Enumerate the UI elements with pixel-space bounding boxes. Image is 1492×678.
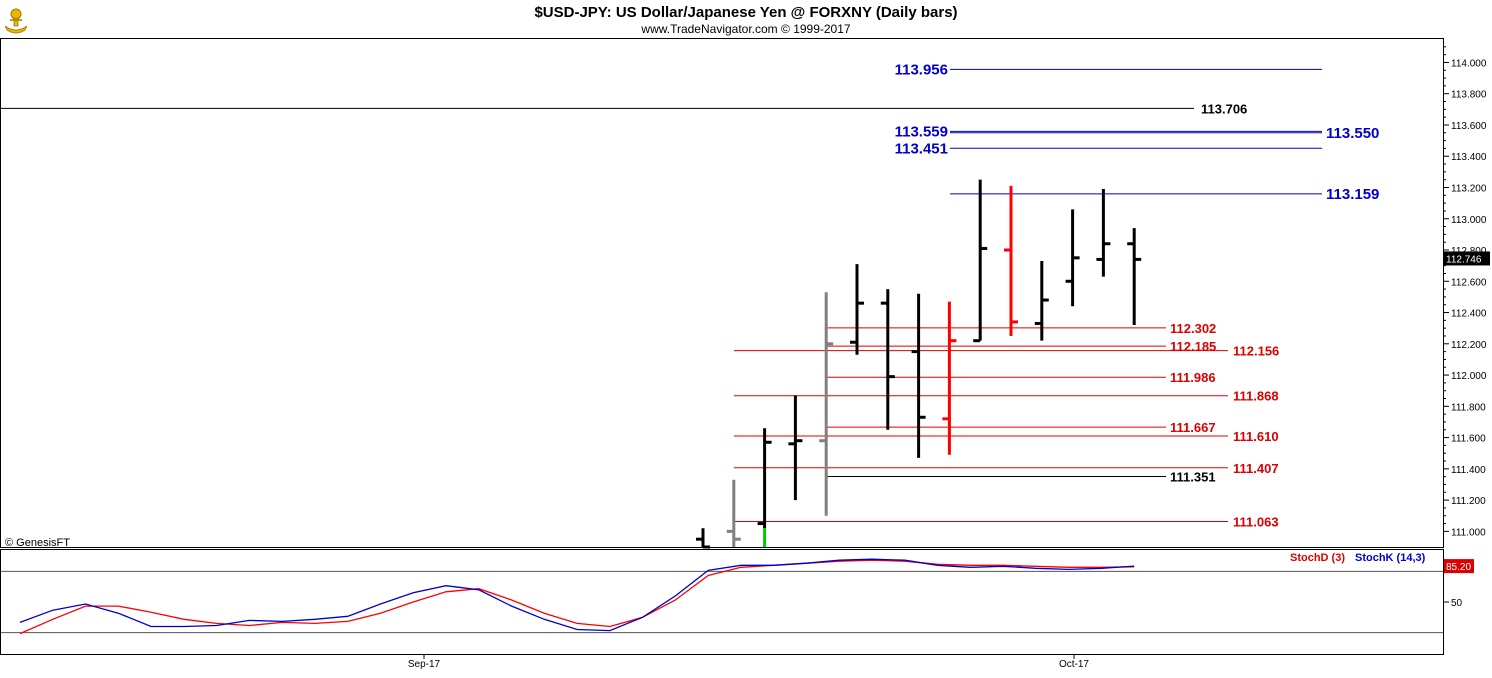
price-axis-label: 111.800 [1451, 402, 1486, 413]
price-axis-label: 113.800 [1451, 90, 1487, 101]
level-label: 112.156 [1233, 344, 1279, 359]
legend-stoch-d: StochD (3) [1290, 552, 1345, 564]
last-price-label: 112.746 [1446, 254, 1482, 265]
price-axis-label: 113.000 [1451, 215, 1487, 226]
level-label: 113.956 [895, 61, 948, 78]
price-axis: 111.000 111.200 111.400 111.600 111.800 112.0… [1443, 46, 1490, 538]
price-axis-label: 112.600 [1451, 277, 1487, 288]
price-panel [0, 38, 1444, 548]
price-axis-label: 111.000 [1451, 527, 1486, 538]
date-axis-label: Sep-17 [408, 659, 441, 670]
price-axis-label: 112.400 [1451, 309, 1487, 320]
price-axis-label: 113.600 [1451, 121, 1487, 132]
ship-wheel-logo-icon [4, 8, 28, 34]
level-label: 111.351 [1170, 470, 1216, 485]
stoch-axis: 50 85.20 [1443, 559, 1474, 609]
level-label: 111.610 [1233, 429, 1279, 444]
date-axis: Sep-17 Oct-17 [408, 654, 1089, 670]
level-label: 113.706 [1201, 101, 1247, 116]
stoch-value-badge [1444, 559, 1474, 574]
level-label: 111.868 [1233, 389, 1279, 404]
legend-stoch-k: StochK (14,3) [1355, 552, 1426, 564]
stoch-series-line [19, 558, 1135, 632]
price-axis-label: 111.400 [1451, 465, 1486, 476]
level-label: 111.063 [1233, 515, 1279, 530]
indicator-panel [0, 549, 1444, 655]
level-label: 113.159 [1326, 186, 1379, 203]
price-axis-label: 112.000 [1451, 371, 1487, 382]
stoch-value-label: 85.20 [1446, 562, 1471, 573]
level-label: 113.550 [1326, 125, 1379, 142]
level-label: 112.302 [1170, 321, 1216, 336]
level-label: 113.451 [895, 140, 948, 157]
level-label: 111.986 [1170, 370, 1216, 385]
price-axis-label: 113.200 [1451, 183, 1487, 194]
price-axis-label: 114.000 [1451, 58, 1487, 69]
date-axis-label: Oct-17 [1059, 659, 1089, 670]
stoch-axis-label: 50 [1451, 598, 1463, 609]
level-label: 111.667 [1170, 420, 1216, 435]
level-label: 113.559 [895, 123, 948, 140]
price-levels: 113.956 113.706 113.559 113.550 113.451 113.1… [1, 61, 1379, 530]
chart-title: $USD-JPY: US Dollar/Japanese Yen @ FORXN… [534, 4, 957, 21]
stoch-lines [19, 558, 1135, 635]
level-label: 112.185 [1170, 339, 1216, 354]
level-label: 111.407 [1233, 461, 1279, 476]
chart-subtitle: www.TradeNavigator.com © 1999-2017 [640, 22, 850, 36]
price-axis-label: 112.200 [1451, 340, 1487, 351]
price-axis-label: 111.600 [1451, 434, 1486, 445]
last-price-badge [1444, 251, 1490, 266]
price-axis-label: 111.200 [1451, 496, 1486, 507]
price-axis-label: 113.400 [1451, 152, 1487, 163]
stoch-series-line [19, 559, 1135, 635]
genesis-watermark: © GenesisFT [5, 537, 70, 549]
price-bars [696, 179, 1142, 549]
logo [4, 8, 28, 34]
